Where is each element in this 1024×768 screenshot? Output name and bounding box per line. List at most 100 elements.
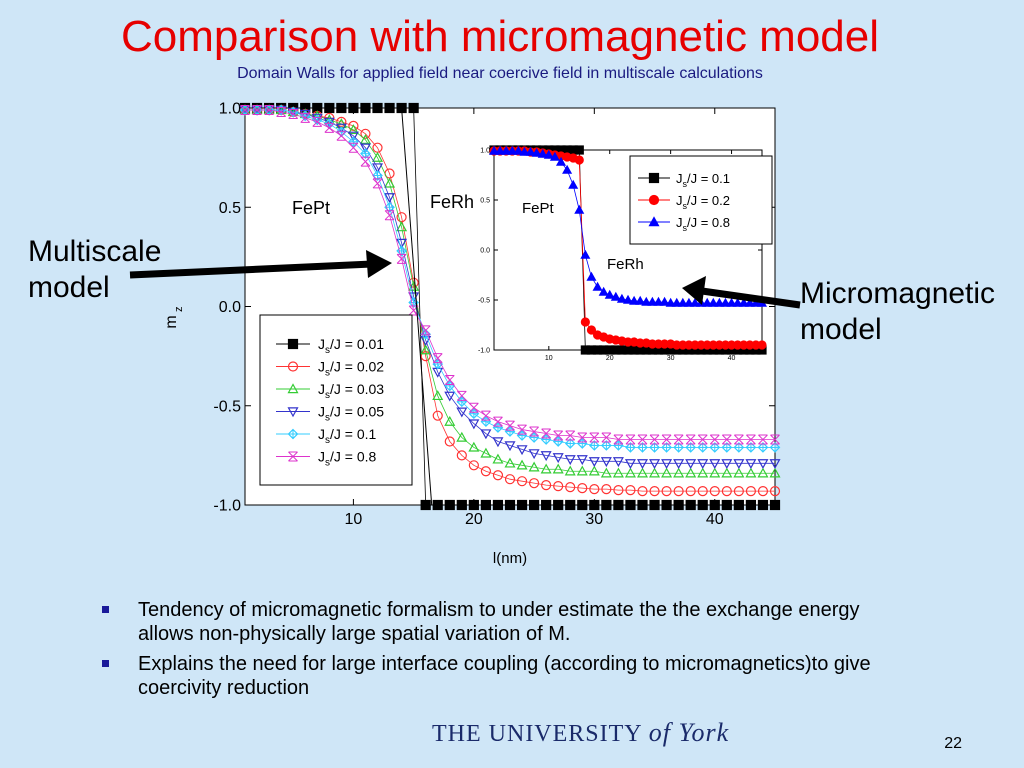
data-point bbox=[601, 432, 612, 443]
data-point bbox=[685, 434, 696, 445]
data-point bbox=[661, 499, 672, 511]
data-point bbox=[769, 499, 781, 511]
legend-label: Js/J = 0.1 bbox=[318, 426, 377, 446]
data-point bbox=[661, 486, 672, 497]
data-point bbox=[541, 480, 552, 491]
data-point bbox=[432, 390, 444, 401]
data-point bbox=[568, 179, 579, 189]
data-point bbox=[480, 429, 492, 440]
data-point bbox=[384, 210, 395, 221]
data-point bbox=[565, 430, 576, 441]
data-point bbox=[432, 410, 443, 421]
data-point bbox=[456, 499, 467, 511]
data-point bbox=[613, 499, 624, 511]
x-axis-label: l(nm) bbox=[493, 550, 527, 567]
micromagnetic-model-label: Micromagnetic model bbox=[800, 276, 995, 348]
legend-label: Js/J = 0.05 bbox=[318, 404, 384, 424]
data-point bbox=[649, 467, 661, 478]
data-point bbox=[504, 457, 516, 468]
data-point bbox=[637, 499, 648, 511]
data-point bbox=[734, 434, 744, 445]
x-tick-label: 10 bbox=[545, 355, 553, 362]
data-point bbox=[371, 151, 384, 162]
data-point bbox=[577, 432, 588, 443]
legend-label: Js/J = 0.2 bbox=[676, 193, 730, 211]
data-point bbox=[493, 416, 503, 427]
data-point bbox=[336, 102, 347, 114]
data-point bbox=[745, 499, 757, 511]
data-point bbox=[709, 459, 721, 470]
data-point bbox=[625, 499, 636, 511]
data-point bbox=[372, 178, 383, 189]
data-point bbox=[709, 486, 720, 497]
micromagnetic-legend: Js/J = 0.1 Js/J = 0.2 Js/J = 0.8 bbox=[629, 155, 773, 245]
data-point bbox=[516, 459, 528, 470]
data-point bbox=[456, 450, 467, 461]
data-point bbox=[408, 102, 419, 114]
data-point bbox=[324, 122, 335, 133]
data-point bbox=[501, 145, 512, 155]
data-point bbox=[564, 455, 576, 466]
data-point bbox=[624, 467, 636, 478]
data-point bbox=[396, 221, 408, 232]
data-point bbox=[312, 116, 323, 127]
data-point bbox=[613, 485, 624, 496]
legend-label: Js/J = 0.02 bbox=[318, 359, 384, 379]
data-point bbox=[697, 459, 709, 470]
data-point bbox=[586, 325, 597, 335]
data-point bbox=[480, 466, 492, 477]
data-point bbox=[757, 467, 769, 478]
slide-title: Comparison with micromagnetic model bbox=[120, 12, 880, 61]
data-point bbox=[600, 457, 612, 468]
data-point bbox=[468, 460, 479, 471]
multiscale-series-4 bbox=[239, 104, 781, 453]
data-point bbox=[456, 390, 467, 401]
data-point bbox=[697, 499, 708, 511]
data-point bbox=[264, 104, 274, 115]
data-point bbox=[444, 374, 455, 385]
data-point bbox=[553, 499, 564, 511]
data-point bbox=[360, 102, 371, 114]
bullet-text: Tendency of micromagnetic formalism to u… bbox=[138, 599, 860, 645]
university-logo: THE UNIVERSITY of York bbox=[432, 718, 729, 748]
legend-label: Js/J = 0.8 bbox=[318, 449, 377, 469]
data-point bbox=[528, 499, 540, 511]
data-point bbox=[576, 465, 588, 476]
data-point bbox=[492, 470, 504, 481]
data-point bbox=[576, 455, 588, 466]
y-tick-label: 0.5 bbox=[480, 197, 490, 204]
data-point bbox=[531, 147, 542, 157]
x-tick-label: 10 bbox=[345, 511, 363, 528]
data-point bbox=[683, 297, 694, 307]
data-point bbox=[288, 108, 299, 119]
logo-text: THE UNIVERSITY bbox=[432, 721, 642, 747]
x-tick-label: 30 bbox=[667, 355, 675, 362]
data-point bbox=[420, 325, 431, 336]
page-number: 22 bbox=[944, 735, 962, 752]
data-point bbox=[600, 467, 612, 478]
data-point bbox=[492, 437, 504, 448]
data-point bbox=[580, 317, 590, 327]
data-point bbox=[649, 486, 660, 497]
data-point bbox=[488, 145, 500, 155]
data-point bbox=[456, 431, 468, 442]
legend-marker bbox=[287, 407, 299, 418]
data-point bbox=[647, 296, 658, 306]
data-point bbox=[637, 434, 648, 445]
data-point bbox=[529, 426, 539, 437]
data-point bbox=[616, 293, 627, 303]
slide-subtitle: Domain Walls for applied field near coer… bbox=[237, 65, 763, 82]
data-point bbox=[750, 297, 761, 307]
interface-line bbox=[401, 107, 433, 506]
data-point bbox=[528, 461, 540, 472]
data-point bbox=[601, 484, 612, 495]
data-point bbox=[673, 459, 685, 470]
data-point bbox=[588, 465, 600, 476]
data-point bbox=[697, 467, 709, 478]
data-point bbox=[720, 297, 731, 307]
data-point bbox=[592, 281, 603, 291]
data-point bbox=[480, 499, 492, 511]
data-point bbox=[637, 486, 648, 497]
micromagnetic-label-line2: model bbox=[800, 313, 882, 346]
data-point bbox=[336, 116, 347, 127]
